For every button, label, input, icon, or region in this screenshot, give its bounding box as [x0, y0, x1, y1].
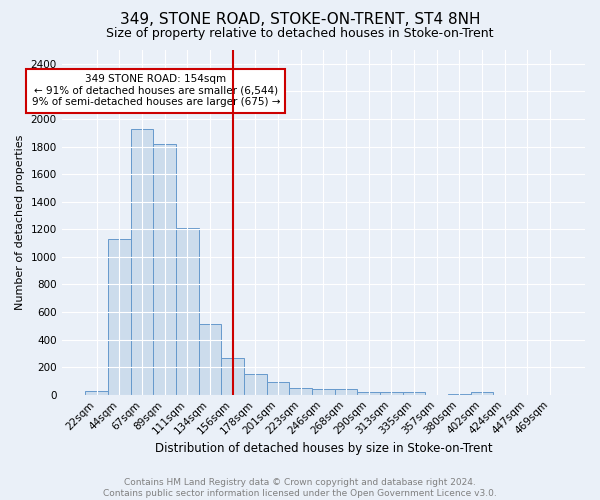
X-axis label: Distribution of detached houses by size in Stoke-on-Trent: Distribution of detached houses by size … [155, 442, 492, 455]
Bar [312, 388, 335, 394]
Bar [358, 392, 380, 394]
Y-axis label: Number of detached properties: Number of detached properties [15, 134, 25, 310]
Bar [221, 358, 244, 395]
Bar [244, 374, 266, 394]
Text: 349, STONE ROAD, STOKE-ON-TRENT, ST4 8NH: 349, STONE ROAD, STOKE-ON-TRENT, ST4 8NH [120, 12, 480, 28]
Bar [199, 324, 221, 394]
Text: Size of property relative to detached houses in Stoke-on-Trent: Size of property relative to detached ho… [106, 28, 494, 40]
Bar [335, 390, 358, 394]
Bar [176, 228, 199, 394]
Bar [154, 144, 176, 395]
Text: Contains HM Land Registry data © Crown copyright and database right 2024.
Contai: Contains HM Land Registry data © Crown c… [103, 478, 497, 498]
Bar [131, 128, 154, 394]
Bar [266, 382, 289, 394]
Bar [470, 392, 493, 394]
Bar [85, 390, 108, 394]
Bar [289, 388, 312, 394]
Bar [403, 392, 425, 394]
Bar [380, 392, 403, 394]
Bar [108, 239, 131, 394]
Text: 349 STONE ROAD: 154sqm
← 91% of detached houses are smaller (6,544)
9% of semi-d: 349 STONE ROAD: 154sqm ← 91% of detached… [32, 74, 280, 108]
